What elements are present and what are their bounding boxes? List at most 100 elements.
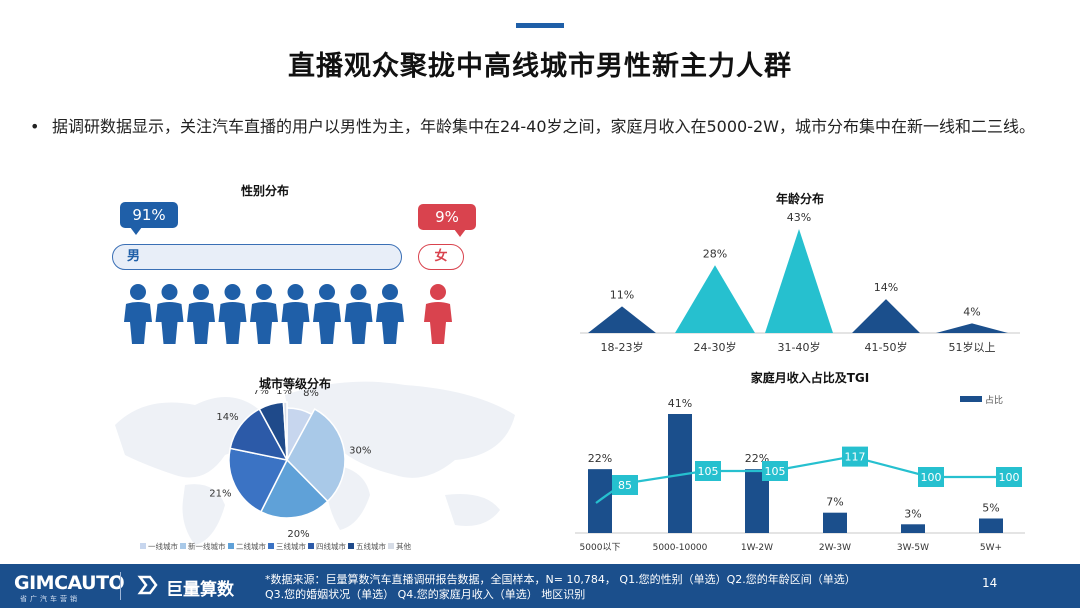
income-category-label: 5000-10000: [653, 543, 708, 553]
tgi-value-label: 100: [999, 471, 1020, 484]
data-source-line2: Q3.您的婚姻状况（单选） Q4.您的家庭月收入（单选） 地区识别: [265, 588, 586, 601]
tgi-value-label: 100: [921, 471, 942, 484]
pie-legend-item: 新一线城市: [180, 541, 226, 551]
age-value-label: 11%: [610, 288, 634, 301]
age-category-label: 51岁以上: [949, 340, 996, 354]
tgi-marker: 100: [996, 467, 1022, 487]
pie-legend-item: 一线城市: [140, 541, 178, 551]
pie-legend-item: 五线城市: [348, 541, 386, 551]
age-peak: [675, 265, 755, 333]
pie-legend-label: 四线城市: [316, 541, 346, 551]
pie-legend-item: 其他: [388, 541, 411, 551]
juliang-logo-text: 巨量算数: [166, 580, 234, 600]
pie-legend-label: 其他: [396, 541, 411, 551]
tgi-value-label: 85: [618, 479, 632, 492]
data-source-line1: *数据来源：巨量算数汽车直播调研报告数据，全国样本，N= 10,784， Q1.…: [265, 573, 856, 586]
pie-slice-label: 1%: [276, 390, 292, 397]
age-value-label: 14%: [874, 281, 898, 294]
male-person-icon: [250, 284, 278, 344]
tgi-marker: 105: [762, 461, 788, 481]
summary-text: 据调研数据显示，关注汽车直播的用户以男性为主，年龄集中在24-40岁之间，家庭月…: [52, 117, 1035, 136]
age-value-label: 28%: [703, 247, 727, 260]
income-bar: [901, 524, 925, 533]
income-bar-label: 3%: [904, 507, 921, 520]
gimcauto-logo-subtitle: 省广汽车营销: [20, 595, 80, 603]
age-peak: [852, 299, 920, 333]
income-bar: [979, 518, 1003, 533]
gender-title: 性别分布: [240, 184, 289, 198]
male-person-icon: [376, 284, 404, 344]
city-pie-chart: 8% 30% 20% 21% 14% 7% 1% 一线城市 新一线城市 二线城市 三线城市 四线城市五…: [140, 390, 411, 551]
tgi-marker: 100: [918, 467, 944, 487]
male-percent-bubble: 91%: [120, 202, 178, 235]
pie-slice-label: 14%: [216, 412, 238, 423]
male-person-icon: [155, 284, 184, 344]
income-bar-label: 7%: [826, 496, 843, 509]
pie-legend-item: 四线城市: [308, 541, 346, 551]
bullet-dot: •: [30, 117, 40, 136]
tgi-marker: 117: [842, 446, 868, 467]
income-bar-label: 22%: [588, 452, 612, 465]
income-category-label: 3W-5W: [897, 543, 929, 553]
pie-legend-label: 五线城市: [356, 541, 386, 551]
female-bar: 女: [418, 244, 464, 270]
pie-slice-label: 20%: [287, 529, 309, 540]
city-pie-title: 城市等级分布: [258, 377, 331, 391]
page-number: 14: [982, 576, 998, 590]
age-chart-title: 年龄分布: [775, 192, 824, 206]
tgi-value-label: 105: [698, 465, 719, 478]
pie-slice-label: 7%: [253, 390, 269, 397]
income-category-label: 2W-3W: [819, 543, 851, 553]
age-peak: [936, 323, 1008, 333]
income-category-label: 1W-2W: [741, 543, 773, 553]
pie-slice: [259, 458, 329, 519]
income-bar: [823, 512, 847, 533]
title-accent-bar: [516, 23, 564, 28]
income-bar-label: 41%: [668, 397, 692, 410]
pie-slice-label: 30%: [349, 446, 371, 457]
summary-bullet: • 据调研数据显示，关注汽车直播的用户以男性为主，年龄集中在24-40岁之间，家…: [30, 112, 1060, 142]
age-peak: [588, 306, 656, 333]
data-source-note: *数据来源：巨量算数汽车直播调研报告数据，全国样本，N= 10,784， Q1.…: [265, 572, 915, 602]
age-peak: [765, 229, 833, 333]
male-person-icon: [344, 284, 373, 344]
female-person-icon: [424, 284, 452, 344]
tgi-marker: 105: [695, 461, 721, 481]
age-value-label: 4%: [963, 305, 980, 318]
age-category-label: 24-30岁: [694, 340, 737, 354]
pie-slice: [282, 401, 288, 461]
pie-legend-label: 新一线城市: [188, 541, 226, 551]
age-category-label: 31-40岁: [778, 340, 821, 354]
male-bar: 男: [112, 244, 402, 270]
male-person-icon: [187, 284, 215, 344]
world-map-background: [115, 381, 515, 545]
pie-legend-label: 三线城市: [276, 541, 306, 551]
pie-legend-label: 二线城市: [236, 541, 266, 551]
pie-slice-label: 8%: [303, 390, 319, 399]
age-category-label: 18-23岁: [601, 340, 644, 354]
income-category-label: 5000以下: [580, 543, 621, 553]
age-value-label: 43%: [787, 211, 811, 224]
income-bar-label: 5%: [982, 501, 999, 514]
income-category-label: 5W+: [980, 543, 1002, 553]
male-person-icon: [313, 284, 341, 344]
juliang-logo-icon: [137, 575, 158, 595]
tgi-marker: 85: [612, 475, 638, 495]
pie-slice: [228, 447, 289, 513]
income-chart: 占比22%5000以下41%5000-1000022%1W-2W7%2W-3W3…: [575, 394, 1025, 553]
footer-separator: [120, 572, 121, 600]
gimcauto-logo: GIMCAUTO: [14, 572, 125, 594]
pie-legend-label: 一线城市: [148, 541, 178, 551]
page-title: 直播观众聚拢中高线城市男性新主力人群: [288, 51, 792, 82]
income-chart-title: 家庭月收入占比及TGI: [750, 371, 870, 385]
age-category-label: 41-50岁: [865, 340, 908, 354]
pie-slice: [286, 408, 346, 503]
male-person-icon: [124, 284, 152, 344]
tgi-line: [595, 455, 1008, 504]
pie-legend-item: 二线城市: [228, 541, 266, 551]
female-percent-bubble: 9%: [418, 204, 476, 237]
gender-people-icons: [124, 284, 452, 344]
footer-bar: [0, 564, 1080, 608]
pie-legend-item: 三线城市: [268, 541, 306, 551]
pie-slice-label: 21%: [209, 488, 231, 499]
